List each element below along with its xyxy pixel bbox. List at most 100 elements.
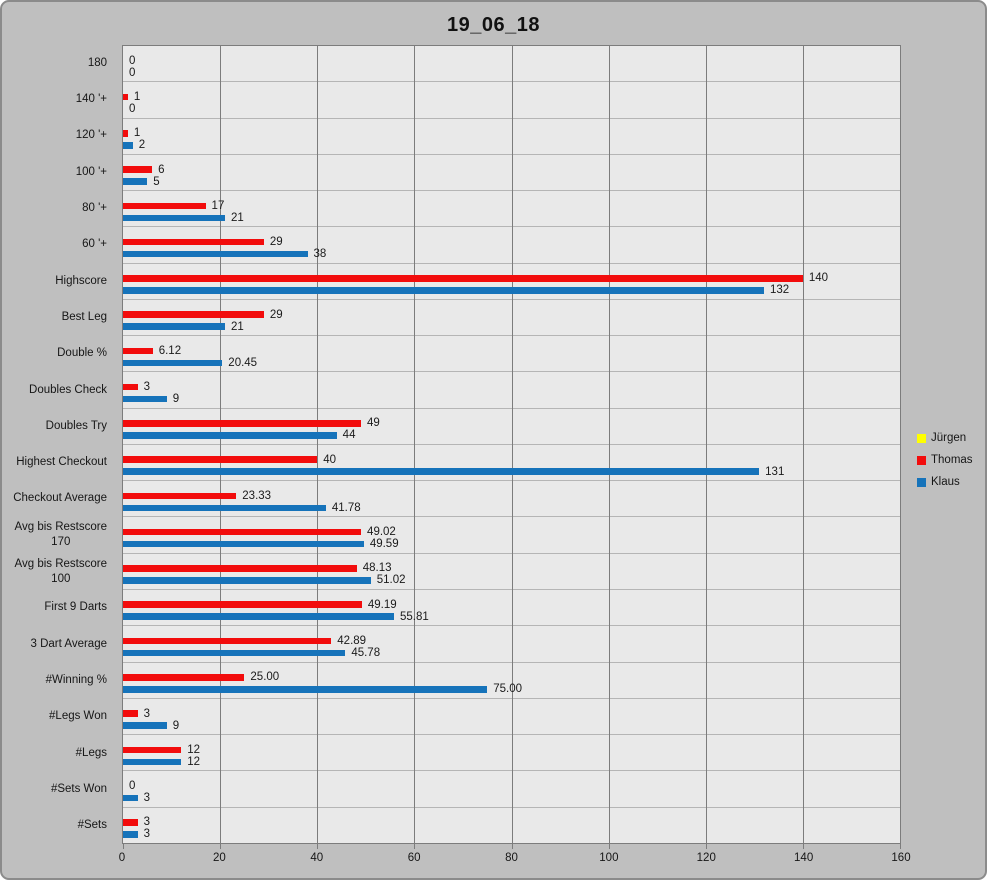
x-tick-label: 160 (891, 852, 911, 864)
bar-value-label: 5 (153, 175, 160, 188)
category-label: Avg bis Restscore 100 (14, 557, 107, 585)
bar-thomas (123, 674, 245, 681)
category-label: 60 '+ (82, 238, 107, 251)
category-label-cell: 3 Dart Average (2, 626, 115, 662)
gridline (705, 46, 707, 843)
bar-value-label: 3 (143, 707, 150, 720)
category-label-cell: Doubles Check (2, 372, 115, 408)
bar-value-label: 25.00 (250, 671, 280, 684)
bar-value-label: 51.02 (376, 574, 406, 587)
gridline (220, 46, 222, 843)
category-axis: 180 140 '+ 120 '+ 100 '+ 80 '+ 60 '+ Highscore… (2, 45, 115, 844)
category-label: #Sets Won (50, 782, 107, 795)
category-label-cell: First 9 Darts (2, 590, 115, 626)
axis-tick (511, 844, 513, 849)
bar-klaus (123, 649, 346, 657)
legend-swatch-thomas (917, 455, 926, 465)
gridline (414, 46, 416, 843)
bar-value-label: 49 (366, 417, 380, 430)
bar-value-label: 12 (187, 743, 201, 756)
category-label: Best Leg (61, 310, 107, 323)
category-label: 180 (87, 56, 107, 69)
gridline (802, 46, 804, 843)
bar-thomas (123, 710, 138, 717)
bar-value-label: 6 (158, 163, 165, 176)
bar-thomas (123, 166, 153, 173)
category-label-cell: Avg bis Restscore 170 (2, 517, 115, 553)
category-label-cell: #Sets (2, 808, 115, 844)
bar-klaus (123, 504, 326, 512)
x-tick-label: 40 (310, 852, 324, 864)
category-label-cell: Highest Checkout (2, 444, 115, 480)
bar-value-label: 140 (808, 272, 829, 285)
category-label-cell: #Legs (2, 735, 115, 771)
bar-thomas (123, 565, 357, 572)
bar-klaus (123, 722, 167, 729)
bar-klaus (123, 758, 182, 766)
bar-thomas (123, 347, 153, 355)
category-label: First 9 Darts (44, 601, 107, 614)
category-label: Doubles Try (45, 419, 107, 432)
axis-tick (705, 844, 707, 849)
bar-value-label: 3 (143, 792, 150, 805)
category-label: #Legs (75, 746, 107, 759)
category-label-cell: Avg bis Restscore 100 (2, 553, 115, 589)
legend-label: Klaus (931, 476, 960, 488)
gridline (511, 46, 513, 843)
bar-thomas (123, 637, 332, 645)
bar-value-label: 0 (129, 103, 136, 116)
bar-value-label: 40 (323, 453, 337, 466)
axis-tick (123, 844, 124, 849)
bar-thomas (123, 275, 803, 282)
category-label: 100 '+ (75, 165, 107, 178)
category-label-cell: 60 '+ (2, 227, 115, 263)
bar-thomas (123, 601, 362, 608)
bar-value-label: 49.19 (367, 598, 397, 611)
bar-value-label: 3 (143, 816, 150, 829)
legend-label: Jürgen (931, 432, 967, 444)
bar-klaus (123, 831, 138, 838)
legend-item-juergen: Jürgen (917, 432, 973, 444)
bar-value-label: 29 (269, 236, 283, 249)
legend-swatch-klaus (917, 477, 926, 487)
legend: Jürgen Thomas Klaus (917, 432, 973, 488)
bar-value-label: 3 (143, 381, 150, 394)
bar-value-label: 17 (211, 199, 225, 212)
category-label-cell: 120 '+ (2, 118, 115, 154)
axis-tick (220, 844, 222, 849)
bar-klaus (123, 794, 138, 802)
bar-value-label: 44 (342, 429, 356, 442)
x-tick-label: 140 (794, 852, 814, 864)
bar-thomas (123, 311, 264, 318)
category-label: #Legs Won (49, 710, 107, 723)
bar-klaus (123, 250, 308, 258)
bar-klaus (123, 178, 148, 185)
bar-value-label: 12 (187, 755, 201, 768)
bar-thomas (123, 202, 206, 210)
chart-title: 19_06_18 (447, 14, 540, 36)
bar-value-label: 41.78 (331, 501, 361, 514)
bar-thomas (123, 238, 264, 246)
bar-value-label: 3 (143, 828, 150, 841)
axis-tick (900, 844, 901, 849)
category-label: Checkout Average (13, 492, 107, 505)
bar-value-label: 55.81 (400, 610, 429, 623)
bar-value-label: 21 (230, 320, 244, 333)
bar-value-label: 23.33 (242, 489, 272, 502)
bar-thomas (123, 492, 237, 500)
bar-thomas (123, 528, 362, 536)
bar-thomas (123, 456, 318, 463)
category-label-cell: #Winning % (2, 662, 115, 698)
legend-item-klaus: Klaus (917, 476, 973, 488)
bar-value-label: 0 (129, 780, 136, 793)
bar-value-label: 21 (230, 211, 244, 224)
category-label: Highscore (55, 274, 107, 287)
bar-value-label: 1 (133, 91, 141, 104)
category-label: Avg bis Restscore 170 (14, 521, 107, 549)
category-label-cell: Checkout Average (2, 481, 115, 517)
category-label-cell: #Sets Won (2, 771, 115, 807)
category-label: Doubles Check (29, 383, 107, 396)
bar-value-label: 2 (138, 139, 146, 152)
x-axis: 0 20 40 60 80 100 120 140 160 (119, 852, 911, 868)
